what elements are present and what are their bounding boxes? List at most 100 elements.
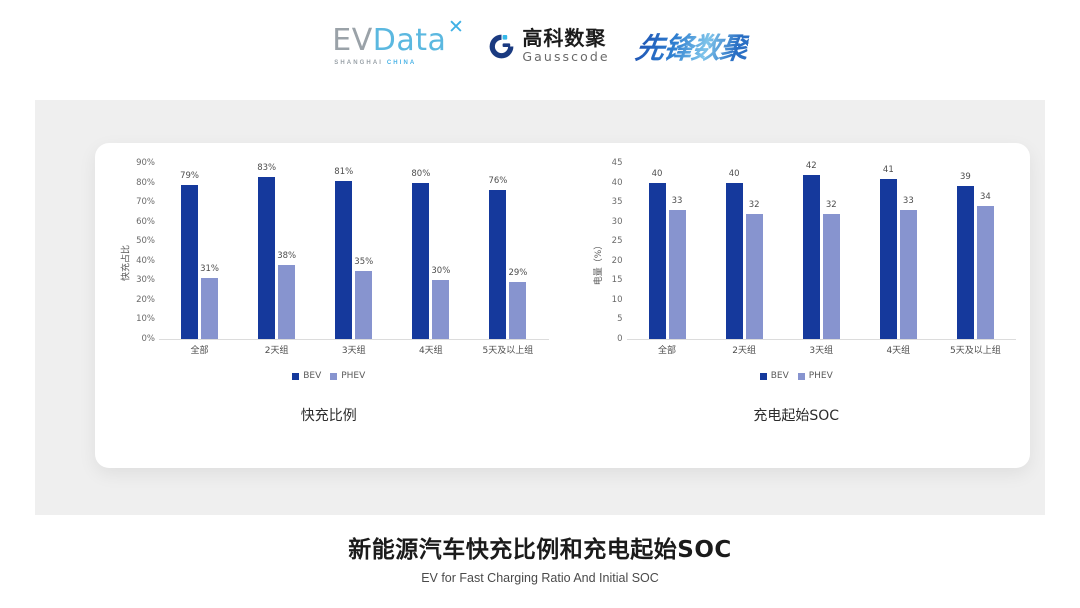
gausscode-wordmark: 高科数聚 Gausscode — [522, 28, 609, 64]
bar-phev[interactable]: 32 — [745, 200, 763, 339]
legend-label-bev: BEV — [303, 371, 322, 381]
bar-bev[interactable]: 41 — [879, 165, 897, 339]
y-axis-ticks-right: 0 5 10 15 20 25 30 35 40 45 — [593, 158, 623, 344]
bar-phev[interactable]: 29% — [508, 268, 527, 339]
bar-phev[interactable]: 34 — [976, 192, 994, 339]
bar-phev[interactable]: 32 — [822, 200, 840, 339]
chart-caption-right: 充电起始SOC — [753, 408, 840, 424]
bar-value-label: 34 — [980, 192, 991, 203]
bar-value-label: 83% — [257, 162, 277, 173]
y-tick-label: 40% — [136, 255, 155, 266]
bar-group: 83% 38% — [238, 163, 315, 339]
y-tick-label: 60% — [136, 216, 155, 227]
legend-swatch-phev-icon — [330, 372, 338, 380]
y-tick-label: 20% — [136, 294, 155, 305]
xianfeng-wordmark: 先锋数聚 — [633, 25, 751, 67]
bar-bev[interactable]: 76% — [488, 176, 507, 339]
evdata-tagline: SHANGHAI CHINA — [334, 60, 416, 66]
bar-value-label: 76% — [488, 176, 508, 187]
legend-label-bev: BEV — [770, 371, 789, 381]
evdata-data-text: Data — [372, 23, 447, 58]
evdata-x-icon: ✕ — [447, 16, 465, 38]
bar-value-label: 41 — [882, 164, 894, 175]
bar-value-label: 33 — [902, 195, 914, 206]
x-tick-label: 3天组 — [341, 346, 366, 356]
bar-value-label: 40 — [651, 168, 663, 179]
y-tick-label: 5 — [617, 314, 623, 325]
bar-bev[interactable]: 40 — [725, 169, 743, 339]
bar-value-label: 38% — [277, 250, 297, 261]
x-tick-label: 5天及以上组 — [950, 346, 1001, 356]
x-tick-label: 2天组 — [732, 346, 756, 356]
legend-item-bev[interactable]: BEV — [292, 371, 321, 381]
evdata-ev-text: EV — [332, 23, 373, 58]
bar-group: 41 33 — [860, 163, 937, 339]
x-tick-label: 4天组 — [886, 346, 911, 356]
evdata-wordmark: EVData ✕ — [332, 18, 464, 58]
y-tick-label: 80% — [136, 177, 155, 188]
bar-bev[interactable]: 40 — [648, 169, 666, 339]
legend-item-bev[interactable]: BEV — [759, 371, 789, 381]
bar-value-label: 35% — [354, 256, 374, 267]
bar-phev[interactable]: 33 — [899, 196, 917, 339]
y-tick-label: 50% — [136, 236, 155, 247]
bar-group: 76% 29% — [469, 163, 546, 339]
circle-g-icon — [488, 33, 515, 60]
bar-phev[interactable]: 33 — [668, 196, 686, 339]
gausscode-cn-text: 高科数聚 — [522, 26, 607, 51]
charts-row: 快充占比 0% 10% 20% 30% 40% 50% 60% 70% 80% 90% 79% 31… — [95, 143, 1030, 468]
y-tick-label: 10% — [136, 314, 155, 325]
y-tick-label: 0% — [141, 334, 156, 344]
gausscode-logo: 高科数聚 Gausscode — [488, 28, 609, 64]
bar-value-label: 30% — [431, 266, 451, 277]
plot-area-right: 电量（%） 0 5 10 15 20 25 30 35 40 45 40 33 40 32 42 32 41 3… — [579, 158, 1016, 363]
charts-card — [95, 143, 1030, 468]
page-title: 新能源汽车快充比例和充电起始SOC — [348, 537, 732, 563]
legend-swatch-bev-icon — [759, 372, 767, 380]
y-tick-label: 40 — [611, 177, 623, 188]
bar-phev[interactable]: 30% — [431, 266, 450, 339]
legend-left: BEV PHEV — [95, 371, 563, 381]
bar-bev[interactable]: 83% — [257, 163, 276, 339]
legend-label-phev: PHEV — [808, 371, 833, 381]
x-axis-line-right — [626, 339, 1016, 340]
y-tick-label: 90% — [136, 158, 155, 168]
y-tick-label: 20 — [611, 255, 623, 266]
bar-phev[interactable]: 38% — [277, 251, 296, 339]
legend-label-phev: PHEV — [341, 371, 366, 381]
bar-bev[interactable]: 79% — [180, 171, 199, 339]
bar-group: 79% 31% — [161, 163, 238, 339]
footer: 新能源汽车快充比例和充电起始SOC EV for Fast Charging R… — [0, 530, 1080, 585]
legend-item-phev[interactable]: PHEV — [797, 371, 833, 381]
y-tick-label: 35 — [611, 197, 623, 208]
y-tick-label: 30% — [136, 275, 155, 286]
bar-group: 81% 35% — [315, 163, 392, 339]
x-axis-line-left — [159, 339, 549, 340]
bar-bev[interactable]: 80% — [411, 169, 430, 339]
logo-bar: EVData ✕ SHANGHAI CHINA 高科数聚 Gausscode 先… — [0, 0, 1080, 92]
x-tick-label: 全部 — [658, 346, 677, 356]
bar-value-label: 32 — [825, 199, 837, 210]
bar-bev[interactable]: 39 — [956, 172, 974, 339]
bar-value-label: 33 — [671, 195, 683, 206]
legend-swatch-phev-icon — [797, 372, 805, 380]
y-tick-label: 70% — [136, 197, 155, 208]
bar-bev[interactable]: 42 — [802, 161, 820, 339]
y-axis-ticks-left: 0% 10% 20% 30% 40% 50% 60% 70% 80% 90% — [125, 158, 155, 344]
x-axis-ticks-right: 全部 2天组 3天组 4天组 5天及以上组 — [629, 343, 1015, 356]
bar-value-label: 31% — [200, 264, 219, 275]
bar-value-label: 80% — [411, 168, 431, 179]
legend-item-phev[interactable]: PHEV — [330, 371, 365, 381]
y-tick-label: 45 — [611, 158, 623, 168]
bar-phev[interactable]: 31% — [200, 264, 219, 339]
bar-value-label: 81% — [334, 166, 354, 177]
bar-phev[interactable]: 35% — [354, 257, 373, 339]
legend-right: BEV PHEV — [563, 371, 1031, 381]
y-tick-label: 30 — [611, 216, 623, 227]
chart-fast-charging-ratio: 快充占比 0% 10% 20% 30% 40% 50% 60% 70% 80% 90% 79% 31… — [95, 143, 563, 468]
bar-value-label: 79% — [180, 170, 199, 181]
x-tick-label: 4天组 — [418, 346, 443, 356]
bar-group: 42 32 — [783, 161, 860, 339]
evdata-logo: EVData ✕ SHANGHAI CHINA — [332, 18, 464, 67]
bar-bev[interactable]: 81% — [334, 167, 353, 339]
